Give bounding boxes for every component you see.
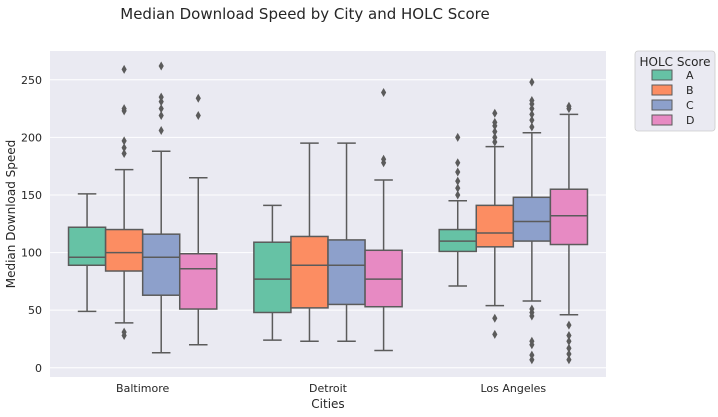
box-baltimore-b-outlier-4 xyxy=(121,136,127,146)
box-detroit-d xyxy=(364,87,403,352)
box-los-angeles-b-outlier-4 xyxy=(492,127,498,137)
box-baltimore-c-outlier-1 xyxy=(158,111,164,121)
box-baltimore-b-outlier-3 xyxy=(121,143,127,153)
box-detroit-a xyxy=(253,204,292,341)
box-los-angeles-d-outlier-7 xyxy=(566,101,572,111)
box-los-angeles-b-outlier-2 xyxy=(492,137,498,147)
box-los-angeles-b-outlier-3 xyxy=(492,132,498,142)
box-los-angeles-a-outlier-4 xyxy=(455,158,461,168)
box-baltimore-a-iqr-box xyxy=(67,226,107,267)
box-los-angeles-c-outlier-7 xyxy=(529,122,535,132)
box-baltimore-a xyxy=(67,193,107,313)
box-baltimore-c-outlier-4 xyxy=(158,92,164,102)
y-tick-label-200: 200 xyxy=(21,131,42,144)
box-los-angeles-d-outlier-2 xyxy=(566,343,572,353)
box-los-angeles-d-outlier-3 xyxy=(566,336,572,346)
legend-swatch-c xyxy=(651,99,673,111)
y-tick-label-250: 250 xyxy=(21,74,42,87)
box-baltimore-b-outlier-7 xyxy=(121,64,127,74)
legend-swatch-a xyxy=(651,69,673,81)
box-detroit-d-outlier-2 xyxy=(381,87,387,97)
box-los-angeles-d-outlier-4 xyxy=(566,331,572,341)
legend-swatch-b xyxy=(651,84,673,96)
box-los-angeles-d-iqr-box xyxy=(549,188,589,246)
legend-label-b: B xyxy=(686,84,694,97)
box-baltimore-b-iqr-box xyxy=(104,228,144,272)
legend-label-d: D xyxy=(686,114,694,127)
box-los-angeles-c-outlier-13 xyxy=(529,77,535,87)
legend-label-c: C xyxy=(686,99,694,112)
box-los-angeles-b-outlier-6 xyxy=(492,117,498,127)
box-baltimore-c-outlier-2 xyxy=(158,104,164,114)
box-baltimore-b-outlier-2 xyxy=(121,149,127,159)
box-baltimore-c-iqr-box xyxy=(141,233,181,296)
box-detroit-b-iqr-box xyxy=(290,235,329,309)
box-los-angeles-a-outlier-1 xyxy=(455,183,461,193)
box-los-angeles-d-outlier-0 xyxy=(566,355,572,365)
box-los-angeles-a-outlier-2 xyxy=(455,176,461,186)
x-tick-label-baltimore: Baltimore xyxy=(116,382,169,395)
box-los-angeles-b-outlier-0 xyxy=(492,329,498,339)
box-detroit-c xyxy=(327,142,366,343)
legend-swatch-d xyxy=(651,114,673,126)
x-axis-ticks: Baltimore Detroit Los Angeles xyxy=(116,382,546,395)
box-los-angeles-a-outlier-0 xyxy=(455,190,461,200)
y-tick-label-100: 100 xyxy=(21,247,42,260)
box-baltimore-d xyxy=(178,93,218,346)
box-los-angeles-a-outlier-5 xyxy=(455,132,461,142)
x-axis-label: Cities xyxy=(311,397,344,411)
box-los-angeles-c-outlier-3 xyxy=(529,336,535,346)
box-los-angeles-d xyxy=(549,101,589,365)
box-los-angeles-c-outlier-1 xyxy=(529,350,535,360)
legend-label-a: A xyxy=(686,69,694,82)
box-baltimore-c-outlier-3 xyxy=(158,97,164,107)
box-detroit-c-iqr-box xyxy=(327,239,366,306)
box-los-angeles-d-outlier-1 xyxy=(566,349,572,359)
x-tick-label-los-angeles: Los Angeles xyxy=(480,382,546,395)
y-tick-label-50: 50 xyxy=(28,304,42,317)
box-baltimore-b-outlier-6 xyxy=(121,104,127,114)
box-detroit-b xyxy=(290,142,329,343)
box-groups xyxy=(67,61,589,365)
box-detroit-d-outlier-1 xyxy=(381,154,387,164)
box-los-angeles-a-outlier-3 xyxy=(455,167,461,177)
box-baltimore-d-iqr-box xyxy=(178,252,218,310)
box-los-angeles-b-iqr-box xyxy=(475,204,515,248)
box-los-angeles-c-outlier-6 xyxy=(529,304,535,314)
y-tick-label-150: 150 xyxy=(21,189,42,202)
box-los-angeles-b-outlier-7 xyxy=(492,108,498,118)
box-baltimore-c-outlier-5 xyxy=(158,61,164,71)
x-tick-label-detroit: Detroit xyxy=(309,382,348,395)
box-los-angeles-a xyxy=(438,132,478,287)
box-los-angeles-c-outlier-9 xyxy=(529,109,535,119)
legend-title: HOLC Score xyxy=(640,55,711,69)
box-baltimore-c-outlier-0 xyxy=(158,125,164,135)
box-baltimore-b-outlier-1 xyxy=(121,327,127,337)
box-baltimore-d-outlier-1 xyxy=(195,93,201,103)
y-axis-ticks: 0 50 100 150 200 250 xyxy=(21,74,42,375)
chart-title: Median Download Speed by City and HOLC S… xyxy=(120,5,489,23)
box-los-angeles-b-outlier-1 xyxy=(492,313,498,323)
box-baltimore-b xyxy=(104,64,144,341)
box-los-angeles-c-outlier-10 xyxy=(529,104,535,114)
box-los-angeles-c xyxy=(512,77,552,365)
y-tick-label-0: 0 xyxy=(35,362,42,375)
box-los-angeles-c-outlier-0 xyxy=(529,355,535,365)
y-axis-label: Median Download Speed xyxy=(4,140,18,289)
box-detroit-a-iqr-box xyxy=(253,241,292,314)
box-los-angeles-d-outlier-5 xyxy=(566,320,572,330)
box-los-angeles-c-outlier-8 xyxy=(529,115,535,125)
box-los-angeles-c-outlier-12 xyxy=(529,96,535,106)
box-los-angeles-c-iqr-box xyxy=(512,196,552,242)
box-baltimore-d-outlier-0 xyxy=(195,111,201,121)
